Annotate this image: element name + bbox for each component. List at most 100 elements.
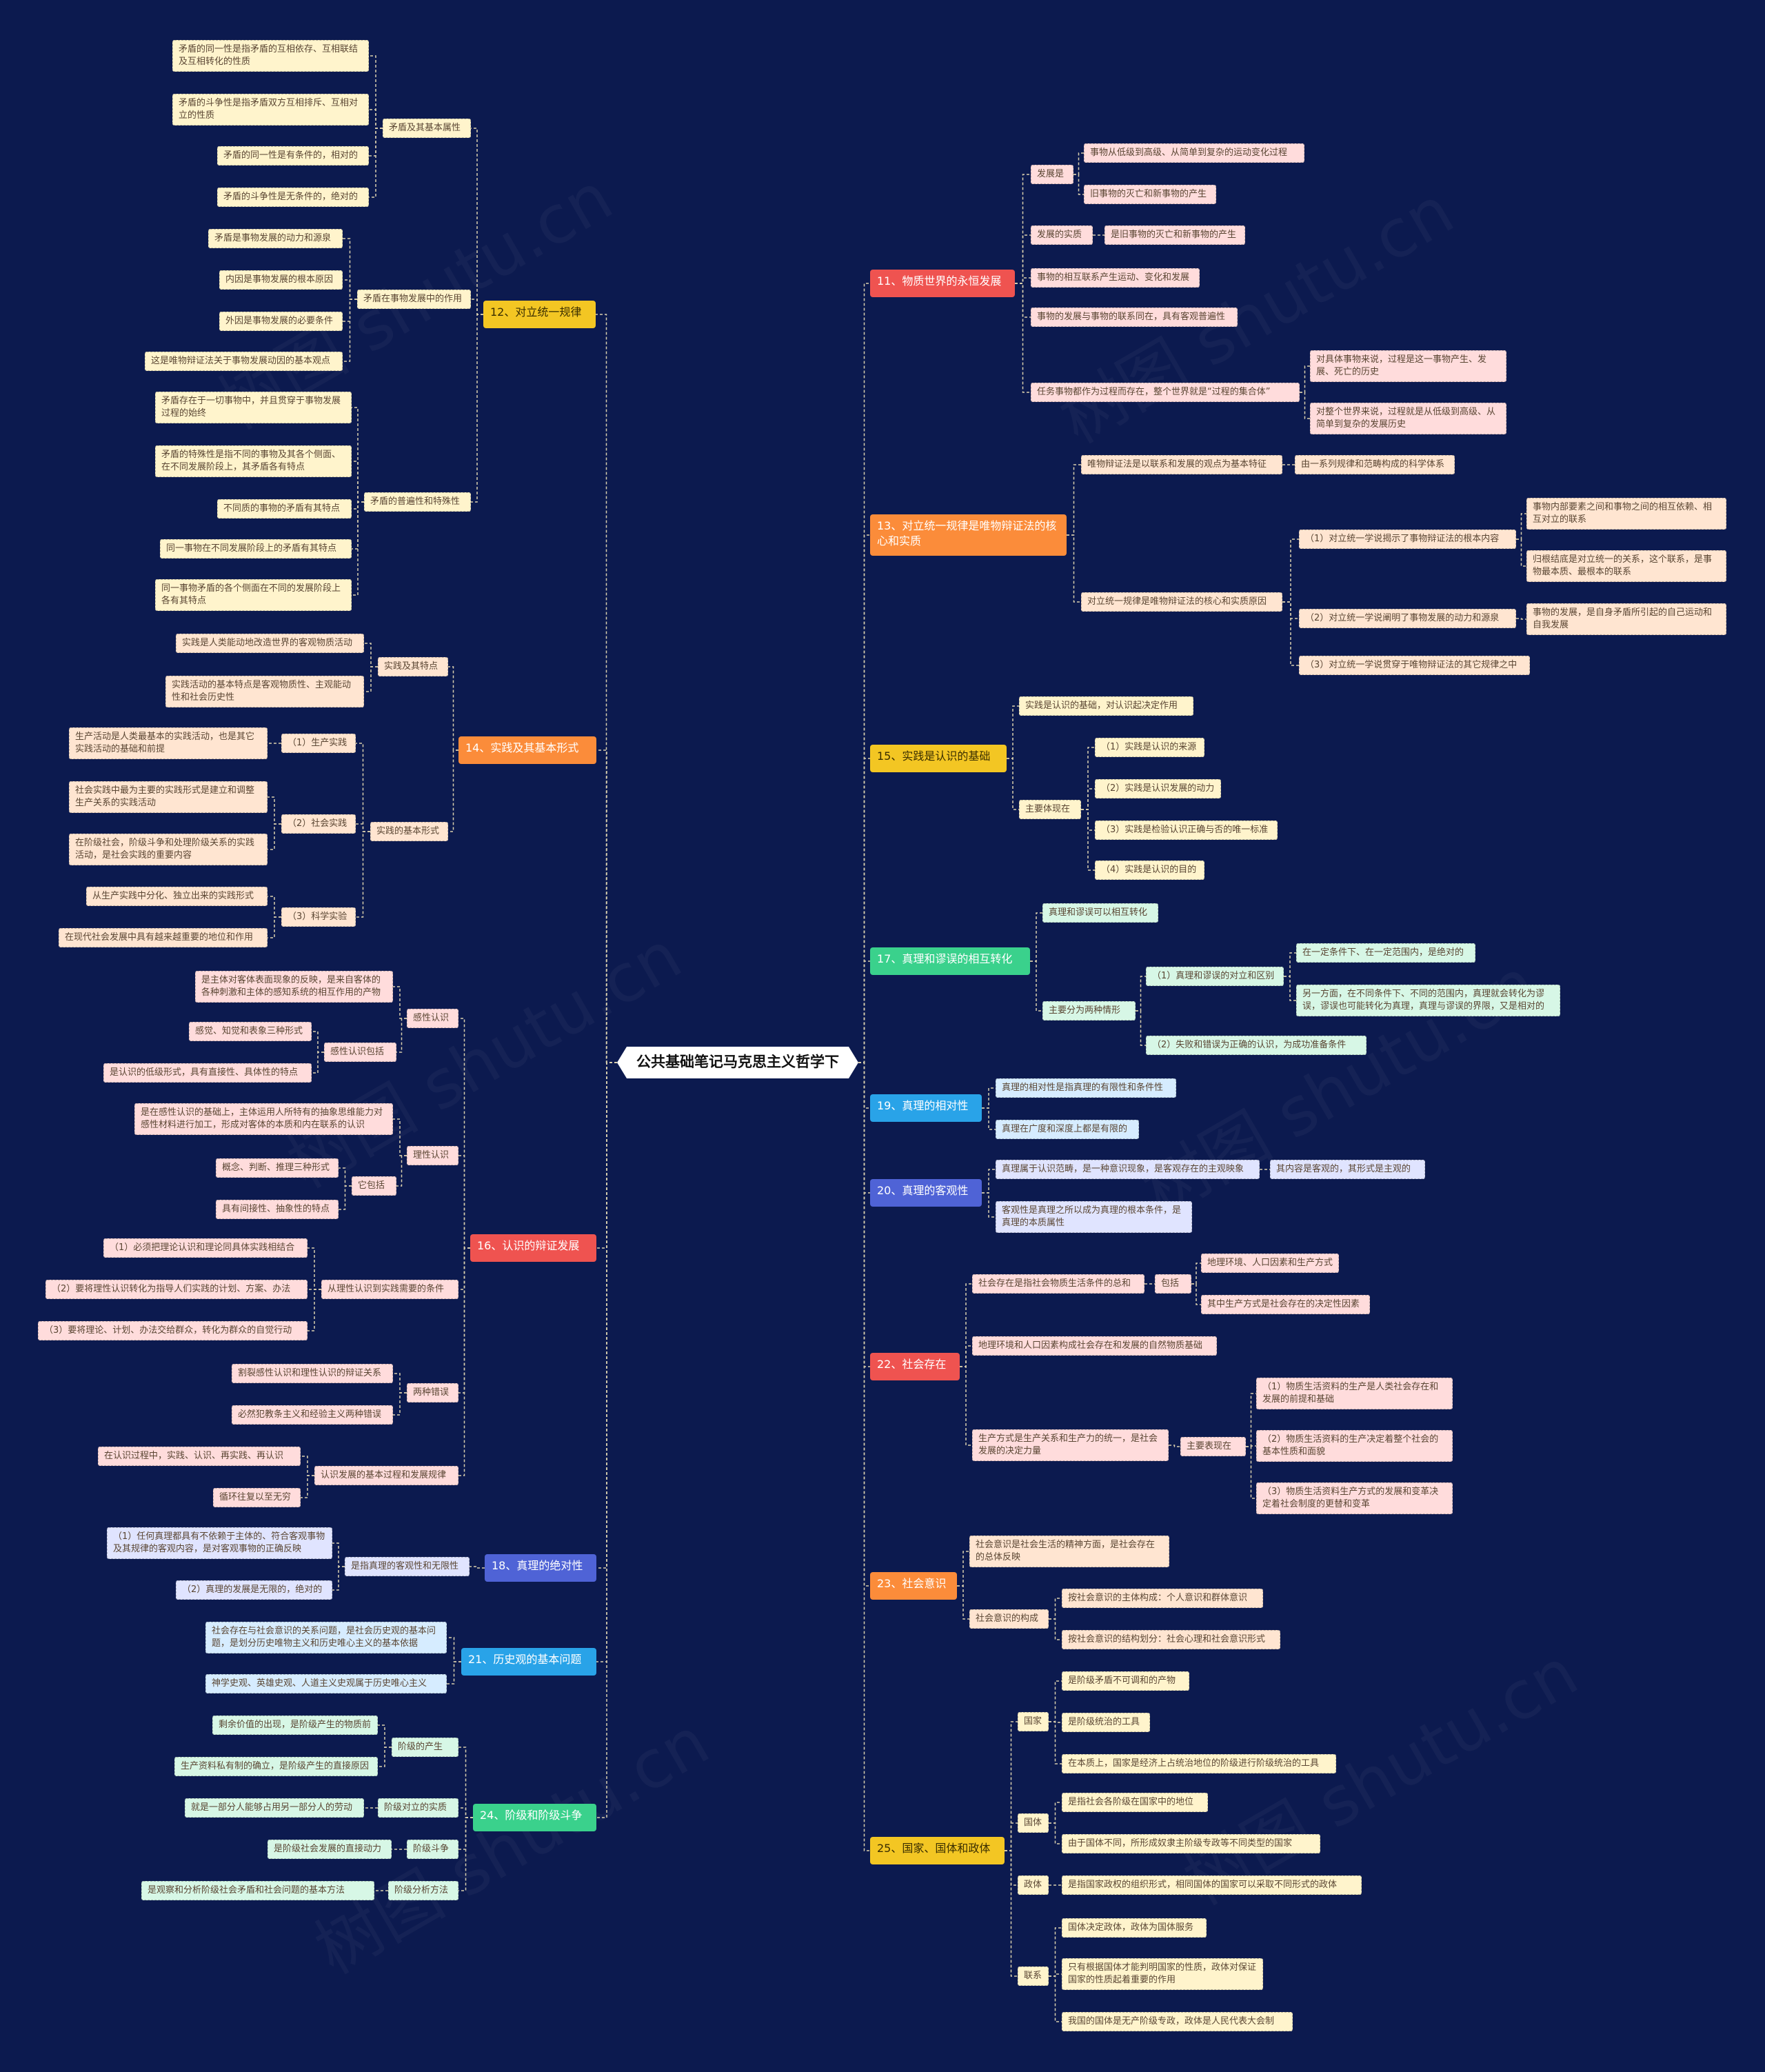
topic-node[interactable]: 矛盾的同一性是有条件的，相对的 [217, 146, 369, 165]
topic-node[interactable]: 发展的实质 [1031, 225, 1093, 245]
topic-node[interactable]: 国体 [1018, 1813, 1049, 1833]
topic-node[interactable]: 事物的发展，是自身矛盾所引起的自己运动和自我发展 [1526, 603, 1726, 635]
topic-node[interactable]: 对立统一规律是唯物辩证法的核心和实质原因 [1081, 592, 1282, 612]
topic-node[interactable]: 矛盾的普遍性和特殊性 [364, 492, 471, 512]
topic-node[interactable]: 真理的相对性是指真理的有限性和条件性 [996, 1078, 1176, 1098]
topic-node[interactable]: 感性认识 [407, 1009, 458, 1028]
branch-topic[interactable]: 18、真理的绝对性 [485, 1554, 596, 1582]
branch-topic[interactable]: 22、社会存在 [870, 1353, 960, 1380]
topic-node[interactable]: 真理在广度和深度上都是有限的 [996, 1120, 1139, 1139]
topic-node[interactable]: 从生产实践中分化、独立出来的实践形式 [86, 887, 268, 906]
topic-node[interactable]: 真理属于认识范畴，是一种意识现象，是客观存在的主观映象 [996, 1160, 1260, 1179]
topic-node[interactable]: 主要分为两种情形 [1042, 1001, 1136, 1020]
topic-node[interactable]: 真理和谬误可以相互转化 [1042, 903, 1158, 923]
topic-node[interactable]: （3）要将理论、计划、办法交给群众，转化为群众的自觉行动 [38, 1321, 307, 1340]
topic-node[interactable]: 循环往复以至无穷 [213, 1488, 301, 1507]
topic-node[interactable]: 发展是 [1031, 165, 1073, 184]
topic-node[interactable]: 割裂感性认识和理性认识的辩证关系 [232, 1364, 393, 1383]
topic-node[interactable]: （1）生产实践 [281, 734, 356, 753]
topic-node[interactable]: 在认识过程中，实践、认识、再实践、再认识 [98, 1447, 301, 1466]
topic-node[interactable]: （2）失败和错误为正确的认识，为成功准备条件 [1146, 1036, 1366, 1055]
branch-topic[interactable]: 13、对立统一规律是唯物辩证法的核心和实质 [870, 514, 1067, 556]
topic-node[interactable]: 在一定条件下、在一定范围内，是绝对的 [1296, 943, 1475, 963]
topic-node[interactable]: 是在感性认识的基础上，主体运用人所特有的抽象思维能力对感性材料进行加工，形成对客… [134, 1103, 393, 1135]
topic-node[interactable]: （3）对立统一学说贯穿于唯物辩证法的其它规律之中 [1299, 656, 1530, 675]
topic-node[interactable]: 唯物辩证法是以联系和发展的观点为基本特征 [1081, 455, 1282, 474]
topic-node[interactable]: 事物内部要素之间和事物之间的相互依赖、相互对立的联系 [1526, 498, 1726, 530]
topic-node[interactable]: 按社会意识的结构划分：社会心理和社会意识形式 [1062, 1630, 1280, 1649]
topic-node[interactable]: （2）实践是认识发展的动力 [1095, 779, 1221, 798]
topic-node[interactable]: 神学史观、英雄史观、人道主义史观属于历史唯心主义 [205, 1674, 447, 1693]
topic-node[interactable]: 矛盾及其基本属性 [383, 119, 471, 138]
topic-node[interactable]: 是认识的低级形式，具有直接性、具体性的特点 [103, 1063, 312, 1083]
branch-topic[interactable]: 15、实践是认识的基础 [870, 745, 1007, 772]
branch-topic[interactable]: 21、历史观的基本问题 [461, 1648, 596, 1676]
branch-topic[interactable]: 19、真理的相对性 [870, 1094, 982, 1122]
topic-node[interactable]: 包括 [1155, 1274, 1191, 1294]
topic-node[interactable]: 实践及其特点 [378, 657, 448, 676]
topic-node[interactable]: 事物从低级到高级、从简单到复杂的运动变化过程 [1084, 143, 1304, 163]
branch-topic[interactable]: 17、真理和谬误的相互转化 [870, 947, 1030, 975]
topic-node[interactable]: 主要表现在 [1180, 1437, 1246, 1456]
topic-node[interactable]: 内因是事物发展的根本原因 [219, 270, 343, 290]
topic-node[interactable]: 国体决定政体，政体为国体服务 [1062, 1918, 1207, 1938]
topic-node[interactable]: 社会存在是指社会物质生活条件的总和 [972, 1274, 1144, 1294]
topic-node[interactable]: 这是唯物辩证法关于事物发展动因的基本观点 [145, 352, 343, 371]
topic-node[interactable]: 感觉、知觉和表象三种形式 [189, 1022, 312, 1041]
topic-node[interactable]: 实践的基本形式 [370, 822, 448, 841]
topic-node[interactable]: 阶级斗争 [407, 1840, 458, 1859]
topic-node[interactable]: 我国的国体是无产阶级专政，政体是人民代表大会制 [1062, 2012, 1293, 2031]
topic-node[interactable]: 外因是事物发展的必要条件 [219, 312, 343, 331]
topic-node[interactable]: （3）物质生活资料生产方式的发展和变革决定着社会制度的更替和变革 [1256, 1482, 1453, 1514]
topic-node[interactable]: 不同质的事物的矛盾有其特点 [217, 499, 352, 519]
topic-node[interactable]: 在现代社会发展中具有越来越重要的地位和作用 [59, 928, 268, 947]
topic-node[interactable]: 矛盾的特殊性是指不同的事物及其各个侧面、在不同发展阶段上，其矛盾各有特点 [155, 445, 352, 477]
topic-node[interactable]: 必然犯教条主义和经验主义两种错误 [232, 1405, 393, 1425]
topic-node[interactable]: 其中生产方式是社会存在的决定性因素 [1201, 1295, 1370, 1314]
topic-node[interactable]: 认识发展的基本过程和发展规律 [314, 1466, 458, 1485]
branch-topic[interactable]: 25、国家、国体和政体 [870, 1837, 1005, 1864]
topic-node[interactable]: 生产资料私有制的确立，是阶级产生的直接原因 [174, 1757, 378, 1776]
branch-topic[interactable]: 24、阶级和阶级斗争 [473, 1804, 596, 1831]
topic-node[interactable]: 就是一部分人能够占用另一部分人的劳动 [185, 1798, 364, 1818]
topic-node[interactable]: 按社会意识的主体构成：个人意识和群体意识 [1062, 1589, 1263, 1608]
topic-node[interactable]: （1）物质生活资料的生产是人类社会存在和发展的前提和基础 [1256, 1378, 1453, 1409]
branch-topic[interactable]: 11、物质世界的永恒发展 [870, 270, 1015, 297]
topic-node[interactable]: （2）物质生活资料的生产决定着整个社会的基本性质和面貌 [1256, 1430, 1453, 1462]
topic-node[interactable]: 旧事物的灭亡和新事物的产生 [1084, 185, 1216, 204]
topic-node[interactable]: 社会实践中最为主要的实践形式是建立和调整生产关系的实践活动 [69, 781, 268, 813]
topic-node[interactable]: 两种错误 [407, 1383, 458, 1402]
topic-node[interactable]: （3）实践是检验认识正确与否的唯一标准 [1095, 821, 1278, 840]
topic-node[interactable]: 是阶级社会发展的直接动力 [268, 1840, 392, 1859]
topic-node[interactable]: （1）必须把理论认识和理论同具体实践相结合 [103, 1238, 307, 1258]
topic-node[interactable]: 矛盾的斗争性是无条件的，绝对的 [217, 188, 369, 207]
topic-node[interactable]: 生产方式是生产关系和生产力的统一，是社会发展的决定力量 [972, 1429, 1169, 1461]
topic-node[interactable]: 同一事物在不同发展阶段上的矛盾有其特点 [160, 539, 352, 559]
topic-node[interactable]: 任务事物都作为过程而存在，整个世界就是“过程的集合体” [1031, 383, 1300, 402]
topic-node[interactable]: 社会意识的构成 [969, 1609, 1049, 1629]
topic-node[interactable]: 是指国家政权的组织形式，相同国体的国家可以采取不同形式的政体 [1062, 1875, 1362, 1895]
topic-node[interactable]: 具有间接性、抽象性的特点 [216, 1200, 339, 1219]
topic-node[interactable]: 只有根据国体才能判明国家的性质，政体对保证国家的性质起着重要的作用 [1062, 1958, 1263, 1990]
topic-node[interactable]: 感性认识包括 [324, 1043, 396, 1062]
topic-node[interactable]: 是阶级统治的工具 [1062, 1713, 1150, 1732]
topic-node[interactable]: 社会存在与社会意识的关系问题，是社会历史观的基本问题，是划分历史唯物主义和历史唯… [205, 1622, 447, 1653]
topic-node[interactable]: （2）真理的发展是无限的，绝对的 [176, 1580, 332, 1600]
topic-node[interactable]: 客观性是真理之所以成为真理的根本条件，是真理的本质属性 [996, 1201, 1192, 1233]
topic-node[interactable]: 矛盾的斗争性是指矛盾双方互相排斥、互相对立的性质 [172, 94, 369, 125]
topic-node[interactable]: 实践是人类能动地改造世界的客观物质活动 [176, 634, 364, 653]
topic-node[interactable]: 矛盾是事物发展的动力和源泉 [208, 229, 343, 248]
topic-node[interactable]: 事物的相互联系产生运动、变化和发展 [1031, 268, 1200, 288]
topic-node[interactable]: 地理环境和人口因素构成社会存在和发展的自然物质基础 [972, 1336, 1217, 1356]
topic-node[interactable]: （1）对立统一学说揭示了事物辩证法的根本内容 [1299, 530, 1516, 549]
root-topic[interactable]: 公共基础笔记马克思主义哲学下 [617, 1047, 858, 1078]
topic-node[interactable]: 归根结底是对立统一的关系，这个联系，是事物最本质、最根本的联系 [1526, 550, 1726, 582]
topic-node[interactable]: 矛盾存在于一切事物中，并且贯穿于事物发展过程的始终 [155, 392, 352, 423]
topic-node[interactable]: 对具体事物来说，过程是这一事物产生、发展、死亡的历史 [1310, 350, 1506, 382]
topic-node[interactable]: 对整个世界来说，过程就是从低级到高级、从简单到复杂的发展历史 [1310, 403, 1506, 434]
topic-node[interactable]: 是主体对客体表面现象的反映，是来自客体的各种刺激和主体的感知系统的相互作用的产物 [195, 971, 393, 1003]
topic-node[interactable]: 矛盾的同一性是指矛盾的互相依存、互相联结及互相转化的性质 [172, 40, 369, 72]
topic-node[interactable]: 联系 [1018, 1967, 1049, 1986]
topic-node[interactable]: 社会意识是社会生活的精神方面，是社会存在的总体反映 [969, 1536, 1169, 1567]
topic-node[interactable]: （2）社会实践 [281, 814, 356, 834]
